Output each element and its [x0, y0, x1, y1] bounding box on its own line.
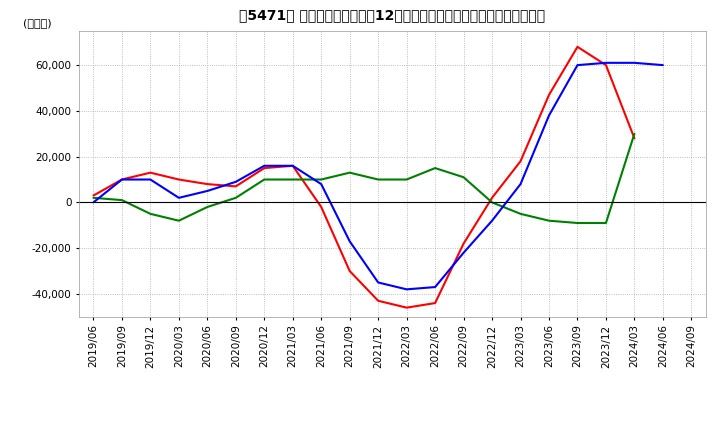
投資CF [174, 218, 183, 224]
フリーCF [602, 60, 611, 66]
投資CF [89, 195, 98, 201]
フリーCF [545, 113, 554, 118]
フリーCF [203, 188, 212, 194]
営業CF [545, 92, 554, 98]
投資CF [459, 175, 468, 180]
営業CF [573, 44, 582, 49]
投資CF [117, 198, 126, 203]
営業CF [346, 268, 354, 274]
営業CF [317, 204, 325, 209]
営業CF [232, 184, 240, 189]
営業CF [459, 241, 468, 246]
投資CF [232, 195, 240, 201]
フリーCF [89, 200, 98, 205]
フリーCF [431, 284, 439, 290]
フリーCF [516, 181, 525, 187]
投資CF [203, 204, 212, 209]
フリーCF [459, 250, 468, 255]
フリーCF [289, 163, 297, 169]
フリーCF [659, 62, 667, 68]
投資CF [374, 177, 382, 182]
投資CF [431, 165, 439, 171]
営業CF [260, 165, 269, 171]
フリーCF [374, 280, 382, 285]
投資CF [516, 211, 525, 216]
フリーCF [146, 177, 155, 182]
投資CF [146, 211, 155, 216]
フリーCF [174, 195, 183, 201]
営業CF [602, 62, 611, 68]
フリーCF [487, 218, 496, 224]
営業CF [630, 136, 639, 141]
フリーCF [573, 62, 582, 68]
フリーCF [232, 179, 240, 184]
営業CF [402, 305, 411, 310]
投資CF [545, 218, 554, 224]
投資CF [487, 200, 496, 205]
営業CF [516, 158, 525, 164]
投資CF [289, 177, 297, 182]
フリーCF [346, 238, 354, 244]
Line: 投資CF: 投資CF [94, 134, 634, 223]
フリーCF [260, 163, 269, 169]
営業CF [146, 170, 155, 175]
営業CF [431, 301, 439, 306]
Title: 【5471】 キャッシュフローの12か月移動合計の対前年同期増減額の推移: 【5471】 キャッシュフローの12か月移動合計の対前年同期増減額の推移 [239, 9, 546, 23]
営業CF [174, 177, 183, 182]
投資CF [630, 131, 639, 136]
投資CF [402, 177, 411, 182]
投資CF [346, 170, 354, 175]
営業CF [374, 298, 382, 304]
フリーCF [630, 60, 639, 66]
営業CF [289, 163, 297, 169]
Line: 営業CF: 営業CF [94, 47, 634, 308]
営業CF [487, 195, 496, 201]
フリーCF [317, 181, 325, 187]
営業CF [203, 181, 212, 187]
投資CF [573, 220, 582, 226]
営業CF [117, 177, 126, 182]
営業CF [89, 193, 98, 198]
フリーCF [117, 177, 126, 182]
フリーCF [402, 287, 411, 292]
投資CF [260, 177, 269, 182]
Text: (百万円): (百万円) [23, 18, 51, 28]
Line: フリーCF: フリーCF [94, 63, 663, 290]
投資CF [602, 220, 611, 226]
投資CF [317, 177, 325, 182]
